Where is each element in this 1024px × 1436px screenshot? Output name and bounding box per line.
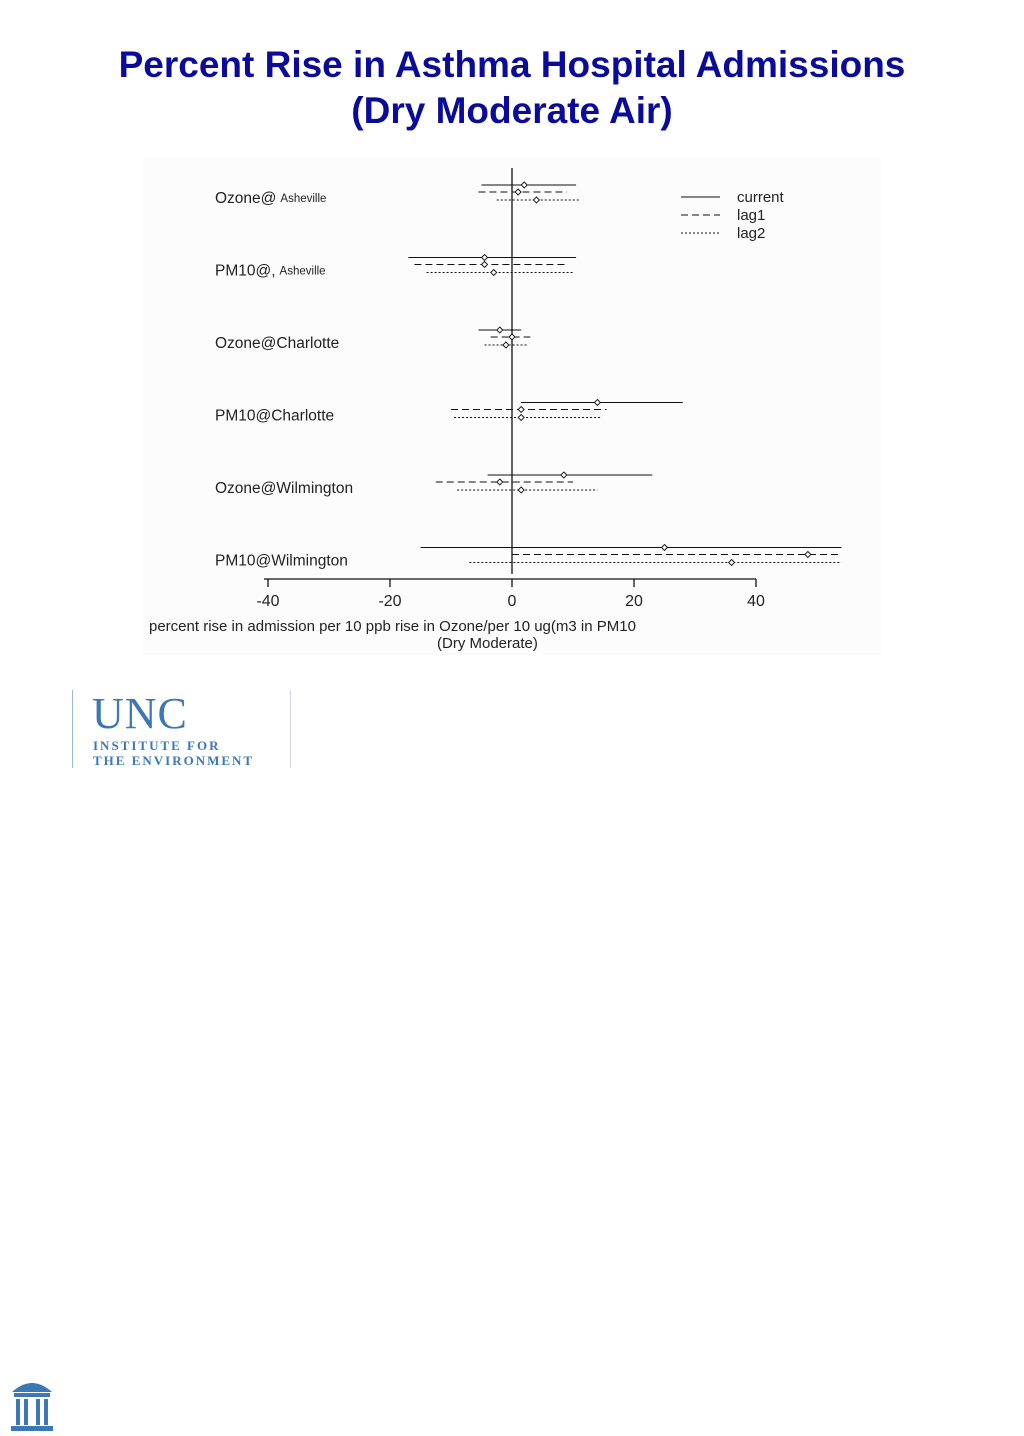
row-label-3: PM10@Charlotte — [215, 408, 334, 425]
x-tick-label-3: 20 — [625, 593, 643, 610]
row-label-1: PM10@, — [215, 263, 276, 280]
row-5-lag2-point — [727, 558, 736, 567]
row-2-lag2-point — [502, 341, 510, 349]
x-axis-label-line-2: (Dry Moderate) — [437, 635, 538, 652]
legend-label-lag1: lag1 — [737, 207, 765, 224]
logo-line-2: THE ENVIRONMENT — [93, 753, 255, 768]
logo-line-1: INSTITUTE FOR — [93, 738, 221, 753]
legend-label-lag2: lag2 — [737, 225, 765, 242]
row-0-lag2-point — [532, 196, 541, 204]
old-well-icon — [11, 1383, 53, 1431]
row-4-current-point — [560, 471, 568, 479]
row-label-small-1: Asheville — [280, 266, 326, 278]
x-tick-label-2: 0 — [508, 593, 517, 610]
row-4-lag2-point — [517, 486, 525, 494]
row-1-current-point — [480, 253, 489, 262]
row-3-lag2-point — [517, 413, 525, 422]
row-1-lag2-point — [490, 268, 498, 277]
x-tick-label-1: -20 — [378, 593, 401, 610]
row-2-current-point — [496, 326, 504, 334]
title-line-2: (Dry Moderate Air) — [351, 90, 673, 131]
row-3-current-point — [593, 398, 602, 407]
row-5-lag1-point — [804, 550, 812, 559]
row-0-current-point — [520, 181, 528, 189]
x-axis: -40 -20 0 20 40 — [256, 578, 765, 610]
row-4-lag1-point — [496, 478, 504, 486]
logo-wordmark: UNC — [92, 689, 188, 738]
row-label-4: Ozone@Wilmington — [215, 480, 353, 497]
row-label-0: Ozone@ — [215, 190, 276, 207]
x-tick-label-4: 40 — [747, 593, 765, 610]
row-0-lag1-point — [514, 188, 522, 196]
forest-plot: Ozone@ Asheville PM10@, Asheville Ozone@Char… — [149, 168, 842, 652]
x-axis-label-line-1: percent rise in admission per 10 ppb ris… — [149, 618, 636, 635]
row-2-lag1-point — [508, 333, 516, 341]
x-tick-label-0: -40 — [256, 593, 279, 610]
estimate-marks — [408, 181, 842, 567]
logo-right-divider — [290, 690, 291, 768]
row-3-lag1-point — [517, 405, 525, 414]
row-1-lag1-point — [480, 260, 489, 269]
title-line-1: Percent Rise in Asthma Hospital Admissio… — [118, 44, 906, 85]
row-label-5: PM10@Wilmington — [215, 553, 348, 570]
logo-divider — [72, 690, 73, 768]
row-label-small-0: Asheville — [280, 193, 326, 205]
slide-title: Percent Rise in Asthma Hospital Admissio… — [0, 42, 1024, 134]
row-labels: Ozone@ Asheville PM10@, Asheville Ozone@Char… — [215, 190, 353, 570]
row-5-current-point — [660, 543, 669, 552]
row-label-2: Ozone@Charlotte — [215, 335, 339, 352]
legend-label-current: current — [737, 189, 785, 206]
